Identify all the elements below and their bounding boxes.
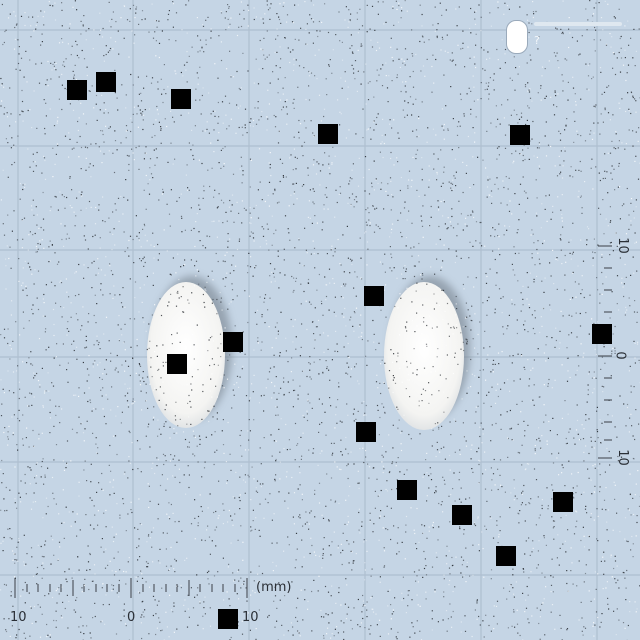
right-scale-label: 0 [612,351,628,360]
occluder-square [553,492,573,512]
right-scale-label: 10 [614,449,630,466]
occluder-square [510,125,530,145]
occluder-square [364,286,384,306]
logo-text: ? [534,34,541,47]
occluder-square [356,422,376,442]
bottom-scale-label: 10 [242,610,259,625]
occluder-square [171,89,191,109]
bottom-scale-label: 0 [127,610,136,625]
occluder-square [223,332,243,352]
bottom-scale-label: 10 [10,610,27,625]
occluder-square [397,480,417,500]
occluder-square [318,124,338,144]
occluder-square [452,505,472,525]
scale-unit-label: (mm) [256,580,292,595]
occluder-square [218,609,238,629]
occluder-square [96,72,116,92]
occluder-square [592,324,612,344]
right-scale-label: 10 [614,237,630,254]
right-tablet [384,282,464,430]
logo-badge-icon [506,20,528,54]
watermark-logo: ? [506,20,624,54]
occluder-square [496,546,516,566]
bottom-ruler [14,578,248,598]
logo-tagline [534,22,622,26]
occluder-square [167,354,187,374]
occluder-square [67,80,87,100]
